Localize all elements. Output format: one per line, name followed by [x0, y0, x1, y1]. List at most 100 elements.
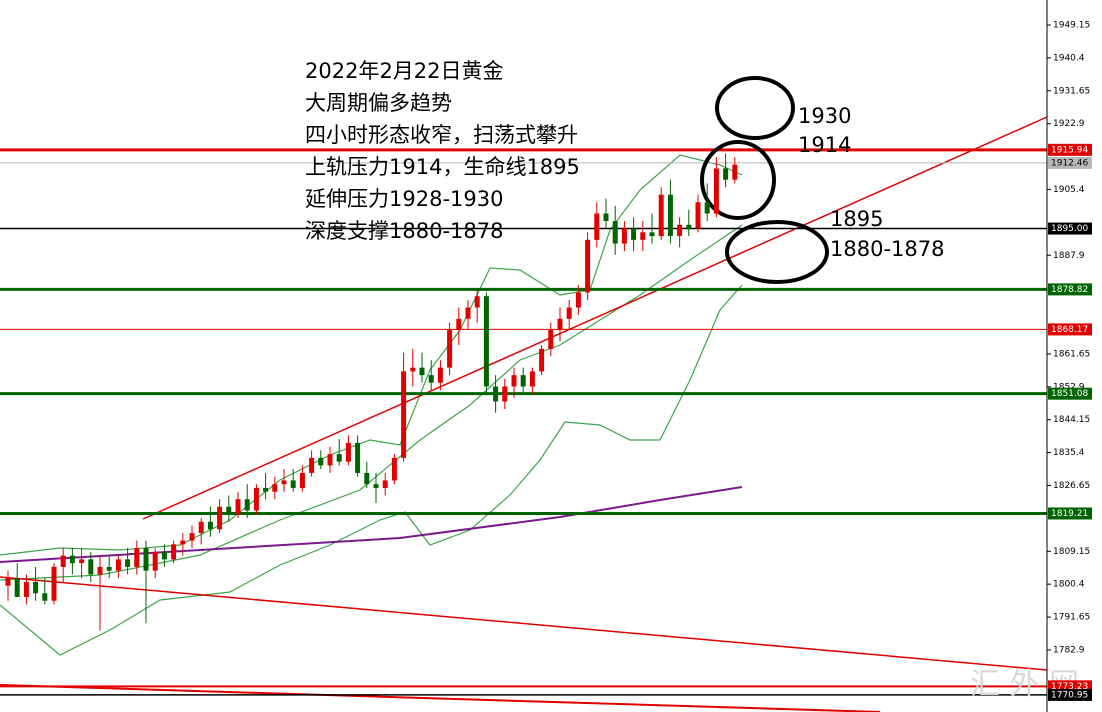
candle-body	[69, 555, 75, 564]
candle-body	[511, 375, 517, 387]
candle-body	[548, 330, 554, 349]
candle-body	[152, 551, 158, 571]
candle-body	[364, 472, 370, 485]
price-label: 1895.00	[1051, 224, 1088, 234]
candle-body	[456, 318, 462, 331]
candle-body	[447, 330, 453, 368]
candle-body	[704, 202, 710, 214]
candle-body	[106, 566, 112, 571]
candle-body	[649, 232, 655, 237]
candle-body	[235, 499, 241, 515]
y-tick-label: 1844.15	[1053, 415, 1090, 425]
candle-body	[575, 292, 581, 308]
y-tick-label: 1791.65	[1053, 613, 1090, 623]
price-label: 1868.17	[1051, 325, 1088, 335]
annotation: 延伸压力1928-1930	[305, 187, 503, 211]
candle-body	[713, 168, 719, 214]
candle-body	[640, 232, 646, 240]
price-label-box	[1048, 283, 1092, 296]
y-tick-label: 1852.9	[1053, 382, 1085, 392]
candle-body	[621, 228, 627, 244]
y-tick-label: 1800.4	[1053, 580, 1085, 590]
candle-body	[134, 548, 140, 567]
y-tick-label: 1940.4	[1053, 53, 1085, 63]
candle-body	[695, 202, 701, 229]
candle-body	[14, 578, 20, 597]
trend-line	[0, 684, 881, 712]
candle-body	[327, 454, 333, 466]
side-note: 1930	[798, 104, 851, 128]
candle-body	[474, 296, 480, 308]
candle-body	[612, 221, 618, 244]
y-tick-label: 1905.4	[1053, 185, 1085, 195]
candle-body	[143, 548, 149, 571]
candle-body	[401, 371, 407, 458]
candle-body	[566, 307, 572, 319]
candle-body	[299, 472, 305, 488]
trend-line	[0, 576, 1048, 671]
y-tick-label: 1835.4	[1053, 448, 1085, 458]
candle-body	[373, 484, 379, 488]
candle-body	[529, 371, 535, 387]
candle-body	[585, 239, 591, 293]
price-label: 1851.08	[1051, 389, 1088, 399]
side-note: 1880-1878	[830, 237, 944, 261]
candle-body	[428, 375, 434, 383]
candle-body	[226, 506, 232, 515]
price-label-box	[1048, 387, 1092, 400]
candle-body	[42, 593, 48, 601]
candle-body	[493, 386, 499, 402]
price-label: 1912.46	[1051, 158, 1088, 168]
candle-body	[437, 367, 443, 383]
candle-body	[161, 551, 167, 560]
candle-body	[732, 164, 738, 180]
candle-body	[410, 367, 416, 372]
annotation: 2022年2月22日黄金	[305, 59, 504, 83]
candle-body	[171, 544, 177, 560]
candle-body	[336, 454, 342, 462]
candle-body	[207, 521, 213, 530]
price-label-box	[1048, 222, 1092, 235]
candle-body	[180, 540, 186, 545]
candle-body	[557, 318, 563, 331]
candle-body	[686, 224, 692, 229]
side-note: 1914	[798, 133, 851, 157]
annotation: 大周期偏多趋势	[305, 91, 452, 115]
bollinger-lower	[0, 284, 743, 656]
candle-body	[502, 386, 508, 402]
price-label-box	[1048, 507, 1092, 520]
candle-body	[520, 375, 526, 387]
candle-body	[60, 555, 66, 567]
candle-body	[465, 307, 471, 319]
candle-body	[382, 480, 388, 488]
price-label: 1770.95	[1051, 690, 1088, 700]
side-note: 1895	[830, 207, 883, 231]
candle-body	[309, 457, 315, 473]
candle-body	[253, 487, 259, 511]
circle-mark	[700, 140, 776, 220]
y-tick-label: 1809.15	[1053, 547, 1090, 557]
bollinger-middle	[0, 224, 743, 581]
price-label: 1819.21	[1051, 509, 1088, 519]
circle-mark	[725, 220, 829, 284]
candle-body	[97, 566, 103, 575]
candle-body	[419, 367, 425, 376]
candle-body	[631, 228, 637, 240]
candle-body	[198, 521, 204, 534]
annotation: 上轨压力1914，生命线1895	[305, 155, 580, 179]
circle-mark	[715, 76, 795, 140]
price-label: 1773.23	[1051, 682, 1088, 692]
candle-body	[217, 506, 223, 530]
y-tick-label: 1887.9	[1053, 251, 1085, 261]
price-label-box	[1048, 143, 1092, 156]
price-label: 1878.82	[1051, 285, 1088, 295]
candle-body	[658, 194, 664, 237]
candle-body	[281, 480, 287, 485]
trend-line	[142, 116, 1048, 520]
plot-area	[0, 116, 1048, 712]
candle-body	[355, 442, 361, 473]
candle-body	[263, 487, 269, 492]
candle-body	[51, 566, 57, 601]
price-label-box	[1048, 323, 1092, 336]
